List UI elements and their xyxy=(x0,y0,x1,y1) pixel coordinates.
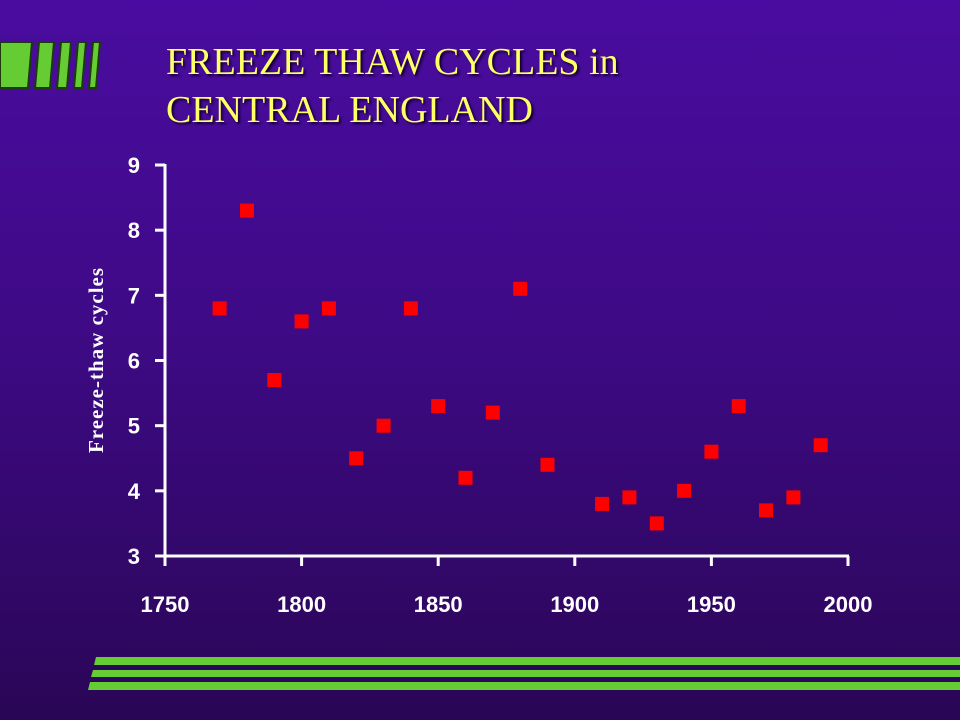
data-point xyxy=(622,490,637,505)
x-tick-label: 2000 xyxy=(824,592,873,617)
y-tick-label: 8 xyxy=(128,218,140,243)
data-point xyxy=(786,490,801,505)
data-point xyxy=(540,457,555,472)
y-tick-label: 6 xyxy=(128,349,140,374)
data-point xyxy=(704,444,719,459)
y-tick-label: 4 xyxy=(128,479,141,504)
data-point xyxy=(759,503,773,518)
x-tick-label: 1900 xyxy=(550,592,599,617)
data-point xyxy=(813,438,828,453)
green-bars-decoration-top xyxy=(0,41,102,89)
data-point xyxy=(485,405,500,420)
slide-title-line-2: CENTRAL ENGLAND xyxy=(166,89,533,131)
green-lines-decoration-bottom xyxy=(88,657,960,690)
data-point xyxy=(403,301,418,316)
chart-axes xyxy=(163,164,849,558)
x-tick-label: 1750 xyxy=(141,592,190,617)
x-tick-label: 1950 xyxy=(687,592,736,617)
data-point xyxy=(267,373,282,387)
data-point xyxy=(321,301,336,316)
y-tick-label: 5 xyxy=(128,414,140,439)
data-point xyxy=(731,399,746,414)
data-point xyxy=(212,301,227,316)
data-point xyxy=(595,496,610,511)
x-tick-label: 1850 xyxy=(414,592,463,617)
chart-ticks: 3 4 5 6 7 8 9 1750 1800 1850 1900 1950 2000 xyxy=(128,153,873,617)
data-point xyxy=(294,314,309,329)
y-tick-label: 7 xyxy=(128,283,140,308)
slide-title-line-1: FREEZE THAW CYCLES in xyxy=(166,41,619,83)
data-point xyxy=(458,470,473,485)
data-point xyxy=(349,451,364,466)
y-tick-label: 3 xyxy=(128,544,140,569)
x-tick-label: 1800 xyxy=(277,592,326,617)
data-point xyxy=(240,203,254,218)
data-point xyxy=(677,483,692,498)
slide-title: FREEZE THAW CYCLES in CENTRAL ENGLAND xyxy=(166,38,619,134)
data-point xyxy=(376,418,391,433)
data-point xyxy=(431,399,446,414)
y-axis-title: Freeze-thaw cycles xyxy=(84,267,108,453)
data-point xyxy=(513,281,528,296)
y-tick-label: 9 xyxy=(128,153,140,178)
chart-points xyxy=(212,203,828,531)
data-point xyxy=(649,516,664,531)
